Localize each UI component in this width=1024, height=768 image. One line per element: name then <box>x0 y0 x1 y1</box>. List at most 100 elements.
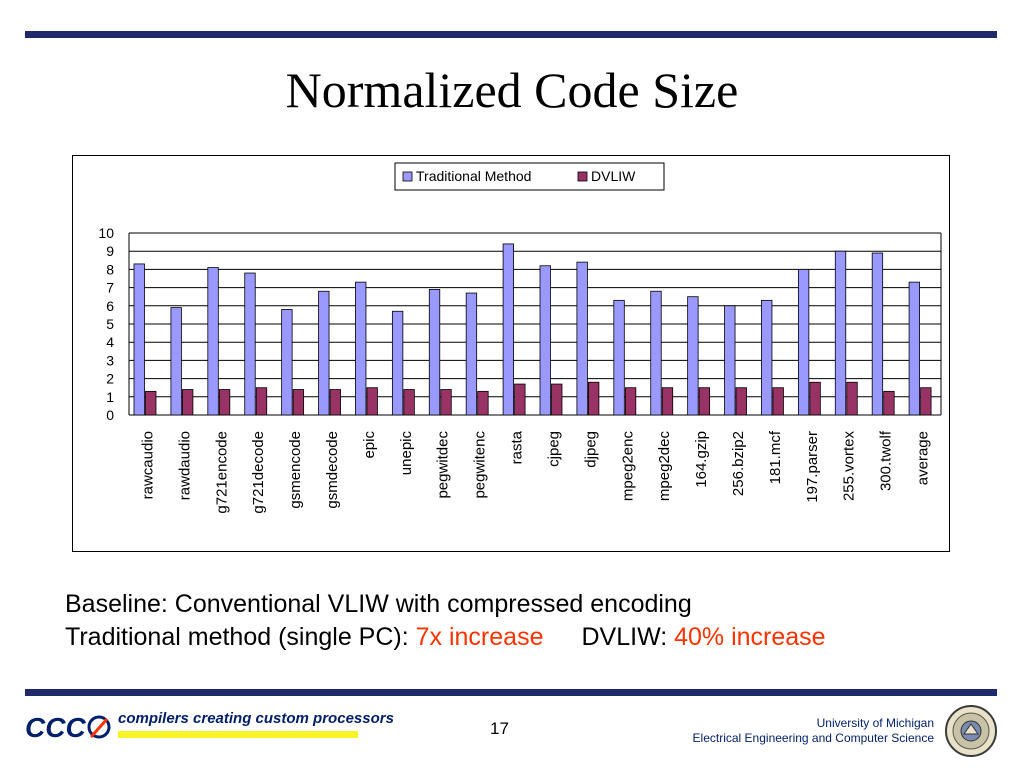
footer-university: University of Michigan <box>816 716 934 730</box>
y-tick-9: 9 <box>106 243 114 259</box>
x-tick-gsmdecode: gsmdecode <box>324 431 341 509</box>
bar-dvliw-djpeg <box>588 381 600 416</box>
legend-label-1: Traditional Method <box>416 168 531 184</box>
bar-traditional-pegwitdec <box>428 289 441 416</box>
x-tick-256.bzip2: 256.bzip2 <box>730 431 747 496</box>
bar-traditional-rawcaudio <box>133 263 145 416</box>
bar-traditional-197.parser <box>797 269 810 416</box>
ccc-logo: CCC <box>25 712 111 743</box>
y-tick-4: 4 <box>106 334 114 350</box>
y-tick-1: 1 <box>106 389 114 405</box>
bar-dvliw-mpeg2dec <box>661 387 674 416</box>
legend-swatch-2 <box>577 171 588 182</box>
bar-dvliw-rawdaudio <box>182 389 194 416</box>
bar-traditional-256.bzip2 <box>724 305 736 416</box>
bar-traditional-255.vortex <box>834 250 847 416</box>
x-tick-197.parser: 197.parser <box>804 431 821 503</box>
bar-traditional-164.gzip <box>687 296 699 416</box>
bar-dvliw-rawcaudio <box>145 390 157 416</box>
y-tick-2: 2 <box>106 371 114 387</box>
bar-traditional-epic <box>355 281 367 416</box>
bar-traditional-g721decode <box>244 272 256 416</box>
y-tick-5: 5 <box>106 316 114 332</box>
bar-traditional-cjpeg <box>539 265 551 416</box>
bar-dvliw-mpeg2enc <box>624 387 637 416</box>
bar-dvliw-164.gzip <box>698 387 711 416</box>
y-axis-ticks: 0 1 2 3 4 5 6 7 8 9 10 <box>98 225 114 423</box>
tagline-highlight <box>118 731 358 738</box>
legend-label-2: DVLIW <box>591 168 636 184</box>
chart-bars <box>133 243 932 416</box>
bar-traditional-rawdaudio <box>170 307 182 416</box>
legend-swatch-1 <box>402 171 413 182</box>
x-tick-djpeg: djpeg <box>582 431 599 468</box>
x-tick-g721decode: g721decode <box>250 431 267 514</box>
caption-trad-label: Traditional method (single PC): <box>65 623 416 651</box>
bar-traditional-gsmencode <box>281 309 293 416</box>
bar-dvliw-181.mcf <box>772 387 784 416</box>
y-tick-3: 3 <box>106 352 114 368</box>
caption-trad-value: 7x increase <box>415 623 544 651</box>
bar-traditional-g721encode <box>207 267 219 416</box>
bar-traditional-300.twolf <box>871 252 884 416</box>
legend-box <box>394 162 665 191</box>
y-tick-7: 7 <box>106 280 114 296</box>
x-tick-g721encode: g721encode <box>213 431 230 514</box>
caption-baseline: Baseline: Conventional VLIW with compres… <box>65 590 692 618</box>
x-tick-average: average <box>915 431 932 485</box>
bar-dvliw-rasta <box>514 383 526 416</box>
bar-dvliw-g721decode <box>255 387 268 416</box>
x-tick-rawdaudio: rawdaudio <box>176 431 193 500</box>
bar-dvliw-gsmencode <box>292 389 305 416</box>
chart-frame: Traditional Method DVLIW 0 1 2 3 4 5 6 7 8 9 10 raw… <box>72 155 950 552</box>
y-tick-8: 8 <box>106 261 114 277</box>
page-number: 17 <box>490 719 509 738</box>
y-tick-6: 6 <box>106 298 114 314</box>
bar-traditional-rasta <box>502 243 514 416</box>
bar-traditional-pegwitenc <box>465 292 478 416</box>
x-tick-epic: epic <box>361 431 378 459</box>
caption-results: Traditional method (single PC): 7x incre… <box>65 622 826 652</box>
bar-traditional-mpeg2dec <box>650 290 662 416</box>
x-tick-cjpeg: cjpeg <box>545 431 562 467</box>
footer-tagline: compilers creating custom processors <box>118 710 394 727</box>
bar-traditional-unepic <box>391 310 404 416</box>
caption-dvliw-label: DVLIW: <box>581 623 675 651</box>
bar-dvliw-epic <box>366 387 378 416</box>
slide-title: Normalized Code Size <box>285 62 739 118</box>
x-tick-unepic: unepic <box>398 431 415 476</box>
bar-dvliw-pegwitenc <box>477 390 489 416</box>
top-rule <box>25 31 997 38</box>
x-tick-300.twolf: 300.twolf <box>878 430 895 491</box>
y-tick-0: 0 <box>106 407 114 423</box>
bar-chart: Traditional Method DVLIW 0 1 2 3 4 5 6 7 8 9 10 raw… <box>98 162 942 514</box>
bar-dvliw-256.bzip2 <box>735 387 747 416</box>
x-tick-gsmencode: gsmencode <box>287 431 304 509</box>
bar-traditional-djpeg <box>576 261 588 416</box>
x-axis-labels: rawcaudio rawdaudio g721encode g721decode gs… <box>139 430 931 513</box>
bar-dvliw-300.twolf <box>883 390 895 416</box>
bar-dvliw-cjpeg <box>551 383 563 416</box>
chart-legend: Traditional Method DVLIW <box>394 162 665 191</box>
x-tick-pegwitenc: pegwitenc <box>472 431 489 499</box>
caption-dvliw-value: 40% increase <box>674 623 826 651</box>
footer-department: Electrical Engineering and Computer Scie… <box>692 731 934 745</box>
bottom-rule <box>25 689 997 696</box>
bar-dvliw-g721encode <box>218 389 231 416</box>
logo-swirl-icon <box>87 715 111 739</box>
bar-traditional-gsmdecode <box>318 290 330 416</box>
ccc-logo-text: CCC <box>25 712 86 743</box>
x-tick-181.mcf: 181.mcf <box>767 430 784 484</box>
bar-traditional-181.mcf <box>761 299 773 416</box>
bar-dvliw-pegwitdec <box>440 389 452 416</box>
x-tick-mpeg2dec: mpeg2dec <box>656 431 673 502</box>
bar-dvliw-gsmdecode <box>329 389 341 416</box>
bar-traditional-mpeg2enc <box>613 299 625 416</box>
bar-traditional-average <box>908 281 920 416</box>
x-tick-255.vortex: 255.vortex <box>841 431 858 502</box>
x-tick-rasta: rasta <box>509 430 526 464</box>
bar-dvliw-unepic <box>403 389 415 416</box>
x-tick-mpeg2enc: mpeg2enc <box>619 431 636 502</box>
x-tick-164.gzip: 164.gzip <box>693 431 710 488</box>
bar-dvliw-255.vortex <box>846 381 858 416</box>
